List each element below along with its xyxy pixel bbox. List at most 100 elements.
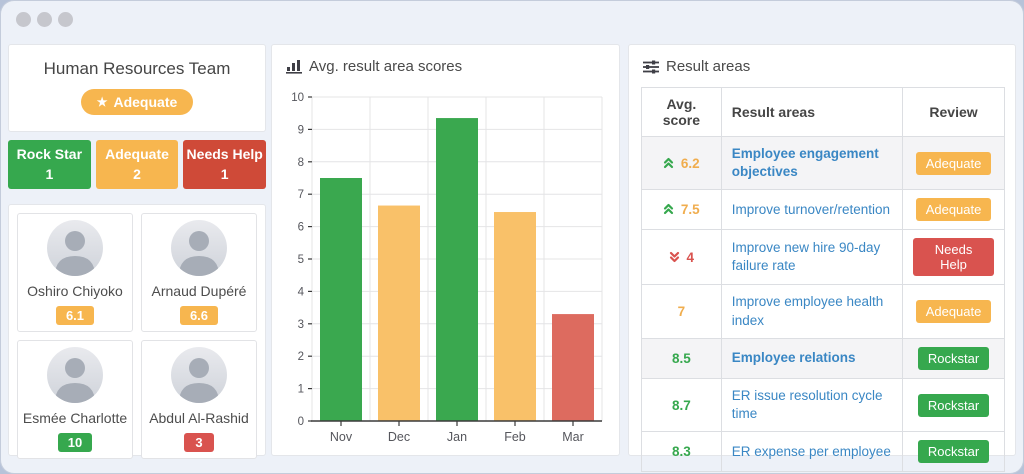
- svg-text:2: 2: [298, 351, 304, 363]
- review-cell: Rockstar: [902, 337, 1005, 379]
- svg-text:8: 8: [298, 157, 304, 169]
- header-result-areas: Result areas: [720, 87, 904, 137]
- team-stat-box: Needs Help 1: [183, 140, 267, 189]
- avg-score-cell: 7: [641, 284, 722, 339]
- team-members-grid: Oshiro Chiyoko 6.1 Arnaud Dupéré 6.6 Esm…: [17, 213, 257, 459]
- team-rating-label: Adequate: [113, 94, 178, 110]
- result-area-cell: ER issue resolution cycle time: [720, 377, 904, 433]
- review-badge[interactable]: Adequate: [915, 300, 992, 324]
- svg-text:7: 7: [298, 189, 304, 201]
- avg-score-cell: 8.5: [641, 337, 722, 379]
- svg-text:Jan: Jan: [447, 430, 467, 444]
- review-cell: Rockstar: [902, 431, 1005, 473]
- window-titlebar: [16, 12, 73, 27]
- trend-icon: [663, 204, 674, 215]
- result-area-link[interactable]: Employee engagement objectives: [731, 146, 879, 180]
- member-name: Oshiro Chiyoko: [27, 283, 123, 299]
- review-cell: Rockstar: [902, 377, 1005, 433]
- star-icon: ★: [96, 95, 108, 109]
- result-area-link[interactable]: ER expense per employee: [731, 443, 891, 459]
- avatar: [171, 220, 227, 276]
- svg-text:Feb: Feb: [504, 430, 526, 444]
- avg-score-value: 7.5: [680, 202, 700, 218]
- result-area-link[interactable]: Improve turnover/retention: [731, 201, 891, 217]
- team-members-panel: Oshiro Chiyoko 6.1 Arnaud Dupéré 6.6 Esm…: [8, 204, 266, 459]
- stat-label: Needs Help: [186, 146, 263, 162]
- avg-score-value: 8.7: [671, 397, 691, 413]
- avg-score-value: 4: [686, 249, 694, 265]
- result-area-link[interactable]: Improve employee health index: [731, 294, 884, 328]
- avg-score-cell: 8.3: [641, 431, 722, 473]
- member-card[interactable]: Arnaud Dupéré 6.6: [141, 213, 257, 332]
- member-name: Esmée Charlotte: [22, 410, 128, 426]
- avg-score-cell: 8.7: [641, 377, 722, 433]
- review-badge[interactable]: Adequate: [915, 198, 992, 222]
- table-row: 8.5 Employee relations Rockstar: [641, 337, 1005, 379]
- table-row: 8.7 ER issue resolution cycle time Rocks…: [641, 377, 1005, 433]
- review-badge[interactable]: Adequate: [915, 151, 992, 175]
- review-cell: Adequate: [902, 284, 1005, 339]
- trend-icon: [663, 157, 674, 168]
- table-row: 7 Improve employee health index Adequate: [641, 284, 1005, 339]
- svg-text:9: 9: [298, 124, 304, 136]
- avg-score-cell: 7.5: [641, 189, 722, 231]
- stat-count: 2: [133, 166, 141, 183]
- review-cell: Adequate: [902, 189, 1005, 231]
- review-badge[interactable]: Rockstar: [917, 440, 990, 464]
- member-score-badge: 6.6: [179, 306, 219, 325]
- review-badge[interactable]: Needs Help: [913, 238, 994, 277]
- avg-score-value: 6.2: [680, 155, 700, 171]
- table-row: 8.3 ER expense per employee Rockstar: [641, 431, 1005, 473]
- avg-score-value: 7: [677, 304, 686, 320]
- member-card[interactable]: Oshiro Chiyoko 6.1: [17, 213, 133, 332]
- team-stats-row: Rock Star 1 Adequate 2 Needs Help 1: [8, 140, 267, 189]
- result-area-link[interactable]: Employee relations: [731, 350, 856, 366]
- bar-chart-icon: [286, 60, 302, 74]
- table-row: 4 Improve new hire 90-day failure rate N…: [641, 229, 1005, 286]
- svg-text:6: 6: [298, 222, 304, 234]
- team-stat-box: Adequate 2: [95, 140, 179, 189]
- team-summary-panel: Human Resources Team ★ Adequate: [8, 44, 266, 132]
- avg-score-cell: 4: [641, 229, 722, 286]
- stat-count: 1: [45, 166, 54, 183]
- chart-panel: Avg. result area scores 0 1 2 3 4 5 6 7 8 9 10 Nov D…: [271, 44, 620, 456]
- result-area-link[interactable]: ER issue resolution cycle time: [731, 387, 883, 422]
- member-score-badge: 3: [184, 433, 214, 452]
- avg-score-value: 8.3: [671, 444, 691, 460]
- table-row: 6.2 Employee engagement objectives Adequ…: [641, 135, 1005, 191]
- review-badge[interactable]: Rockstar: [917, 346, 990, 370]
- review-badge[interactable]: Rockstar: [917, 393, 990, 417]
- result-area-cell: Employee relations: [720, 337, 904, 379]
- window-dot-1[interactable]: [16, 12, 31, 27]
- svg-text:Mar: Mar: [562, 430, 584, 444]
- member-score-badge: 10: [57, 433, 93, 452]
- stat-label: Adequate: [105, 146, 169, 162]
- result-area-link[interactable]: Improve new hire 90-day failure rate: [731, 240, 881, 274]
- review-cell: Needs Help: [902, 229, 1005, 286]
- person-silhouette-icon: [55, 358, 95, 403]
- result-area-cell: ER expense per employee: [720, 431, 904, 473]
- svg-text:10: 10: [291, 92, 304, 104]
- sliders-icon: [643, 60, 659, 73]
- result-area-cell: Improve turnover/retention: [720, 189, 904, 231]
- window-dot-2[interactable]: [37, 12, 52, 27]
- svg-text:1: 1: [298, 384, 304, 396]
- svg-text:5: 5: [298, 254, 304, 266]
- svg-text:0: 0: [298, 416, 304, 428]
- member-name: Arnaud Dupéré: [151, 283, 247, 299]
- team-rating-badge: ★ Adequate: [80, 89, 194, 115]
- person-silhouette-icon: [179, 231, 219, 276]
- chart-title: Avg. result area scores: [309, 58, 463, 75]
- result-areas-panel: Result areas Avg. score Result areas Rev…: [628, 44, 1016, 473]
- stat-label: Rock Star: [16, 146, 83, 162]
- review-cell: Adequate: [902, 135, 1005, 191]
- member-card[interactable]: Esmée Charlotte 10: [17, 340, 133, 459]
- result-areas-panel-title: Result areas: [629, 45, 1015, 83]
- person-silhouette-icon: [179, 358, 219, 403]
- bar-chart-svg: 0 1 2 3 4 5 6 7 8 9 10 Nov Dec Jan Feb Mar: [291, 92, 603, 444]
- table-header-row: Avg. score Result areas Review: [641, 87, 1005, 137]
- member-card[interactable]: Abdul Al-Rashid 3: [141, 340, 257, 459]
- avatar: [47, 220, 103, 276]
- window-dot-3[interactable]: [58, 12, 73, 27]
